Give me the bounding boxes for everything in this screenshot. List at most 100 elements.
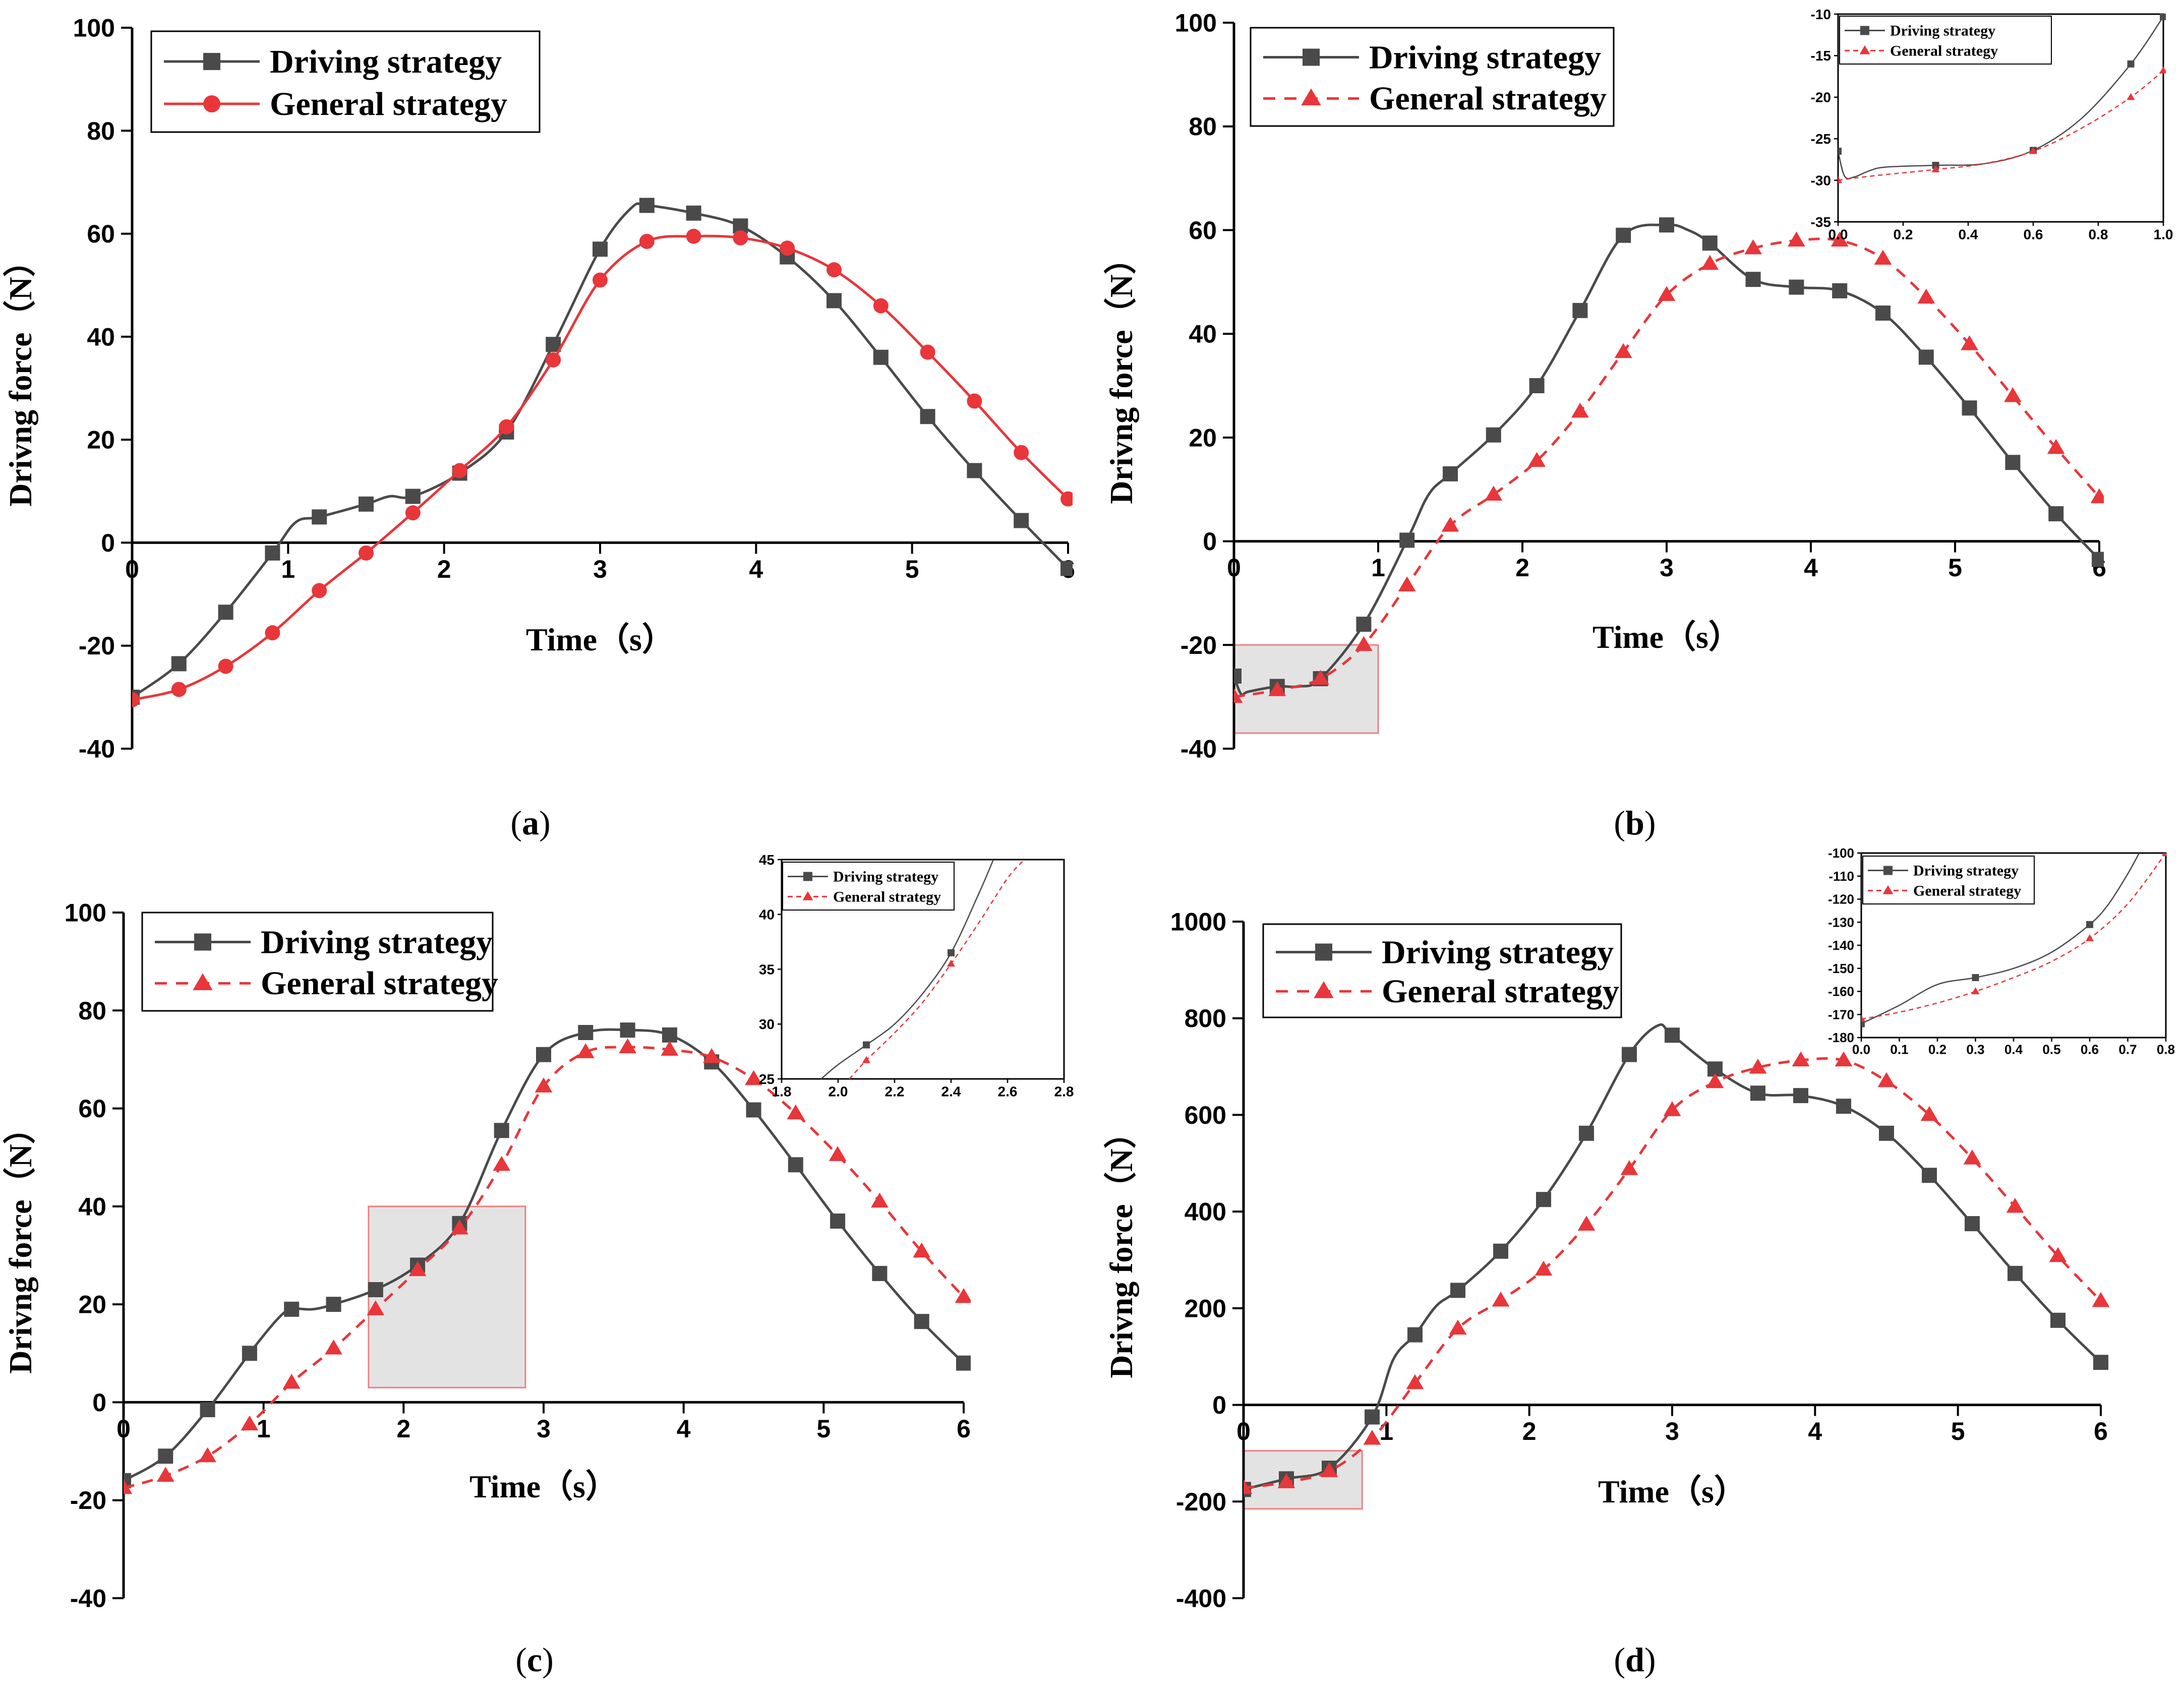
data-point-driving — [1972, 974, 1979, 982]
inset-series-group-c — [820, 860, 1025, 1079]
data-point-general — [1917, 288, 1935, 304]
data-point-driving — [1579, 1125, 1594, 1141]
data-point-general — [1874, 250, 1892, 265]
data-point-driving — [1702, 235, 1718, 251]
y-tick-label: -170 — [1828, 1007, 1854, 1022]
y-tick-label: 60 — [87, 220, 115, 248]
data-point-general — [576, 1043, 595, 1058]
x-tick-label: 2.4 — [941, 1084, 961, 1100]
caption-paren: ) — [539, 804, 551, 842]
data-point-driving — [1750, 1085, 1765, 1101]
y-tick-label: 40 — [1189, 320, 1217, 348]
data-point-driving — [1789, 279, 1804, 295]
data-point-general — [2047, 439, 2065, 454]
y-tick-label: 40 — [87, 323, 115, 351]
data-point-general — [1534, 1260, 1553, 1276]
data-point-general — [2049, 1247, 2067, 1262]
legend-marker — [1859, 45, 1870, 54]
caption-paren: ( — [515, 1641, 527, 1679]
y-tick-label: -130 — [1828, 915, 1854, 930]
y-tick-label: 20 — [87, 426, 115, 454]
data-point-driving — [1622, 1047, 1637, 1062]
data-point-general — [1449, 1319, 1467, 1335]
data-point-driving — [863, 1041, 870, 1049]
data-point-driving — [1399, 532, 1415, 548]
y-tick-label: -40 — [70, 1585, 106, 1613]
data-point-driving — [1234, 669, 1242, 684]
y-tick-label: 100 — [73, 14, 115, 42]
data-point-driving — [1879, 1125, 1894, 1141]
y-tick-label: -120 — [1828, 892, 1854, 907]
data-point-driving — [788, 1157, 803, 1173]
x-tick-label: 0.2 — [1928, 1042, 1946, 1057]
x-axis-title: Time（s） — [1598, 1474, 1746, 1509]
y-tick-label: 600 — [1185, 1101, 1226, 1129]
data-point-driving — [218, 604, 233, 620]
data-point-driving — [1965, 1216, 1980, 1232]
y-tick-label: 20 — [1189, 423, 1217, 452]
x-axis-title: Time（s） — [469, 1469, 618, 1504]
data-point-general — [1060, 491, 1073, 507]
caption-paren: ( — [1614, 804, 1625, 842]
data-point-general — [1234, 688, 1243, 703]
data-point-driving — [1572, 302, 1588, 318]
data-point-general — [619, 1038, 636, 1054]
data-point-general — [913, 1242, 931, 1258]
x-tick-label: 0 — [1236, 1417, 1251, 1445]
data-point-driving — [2008, 1265, 2023, 1281]
data-point-general — [1788, 231, 1805, 247]
data-point-general — [124, 1479, 133, 1494]
x-tick-label: 1 — [1371, 554, 1385, 582]
data-point-general — [452, 463, 467, 478]
data-point-general — [780, 240, 795, 256]
x-tick-label: 2 — [1522, 1417, 1537, 1445]
x-tick-label: 4 — [1808, 1417, 1822, 1445]
data-point-driving — [914, 1314, 929, 1329]
y-tick-label: -160 — [1828, 984, 1854, 999]
data-point-general — [1014, 445, 1029, 460]
data-point-driving — [1962, 400, 1977, 416]
data-point-driving — [1836, 1099, 1851, 1114]
data-point-general — [325, 1339, 342, 1355]
data-point-general — [1663, 1101, 1681, 1116]
x-tick-label: 3 — [593, 555, 607, 583]
data-point-driving — [1536, 1192, 1551, 1207]
legend-marker — [203, 53, 220, 70]
series-line-general — [1234, 237, 2100, 698]
legend-label: Driving strategy — [261, 924, 493, 960]
data-point-general — [1277, 1473, 1295, 1488]
legend-a: Driving strategy General strategy — [150, 30, 541, 133]
x-tick-label: 0.1 — [1890, 1042, 1908, 1057]
x-tick-label: 5 — [816, 1415, 831, 1443]
x-tick-label: 6 — [957, 1415, 971, 1443]
data-point-general — [218, 658, 233, 674]
x-tick-label: 0.0 — [1828, 227, 1848, 243]
data-point-general — [661, 1041, 679, 1056]
x-tick-label: 2.0 — [829, 1084, 848, 1100]
y-tick-label: 20 — [78, 1291, 106, 1319]
legend-marker — [1860, 26, 1869, 35]
data-point-general — [829, 1146, 847, 1161]
data-point-driving — [956, 1355, 971, 1371]
y-tick-label: -200 — [1176, 1488, 1226, 1516]
y-tick-label: 60 — [78, 1095, 106, 1123]
series-group-a — [132, 198, 1073, 707]
data-point-general — [1398, 576, 1416, 591]
data-point-driving — [1014, 513, 1029, 528]
series-line-general — [1861, 853, 2166, 1020]
y-tick-label: -20 — [70, 1486, 106, 1515]
inset-legend-d: Driving strategy General strategy — [1862, 856, 2035, 904]
data-point-driving — [200, 1402, 215, 1417]
x-axis-title: Time（s） — [526, 622, 674, 657]
data-point-general — [367, 1300, 385, 1315]
legend-box — [1250, 27, 1615, 127]
data-point-general — [1492, 1291, 1510, 1307]
data-point-general — [2085, 934, 2094, 941]
series-line-general — [849, 860, 1025, 1079]
data-point-driving — [1838, 147, 1842, 155]
data-point-driving — [1832, 283, 1848, 298]
legend-box — [1862, 856, 2035, 904]
data-point-general — [1838, 176, 1843, 184]
